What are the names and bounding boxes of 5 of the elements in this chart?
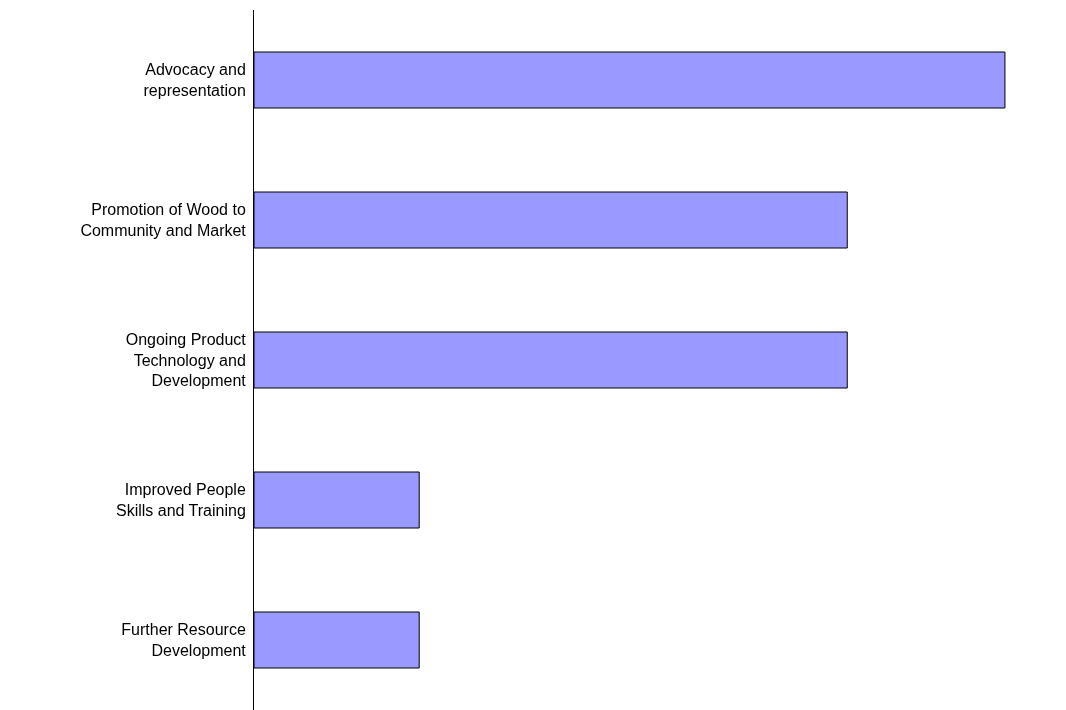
y-tick-label: Promotion of Wood to Community and Market [80, 201, 247, 239]
y-tick-label: Ongoing Product Technology and Development [125, 330, 247, 390]
y-tick-label: Further Resource Development [121, 621, 247, 659]
y-tick-label: Advocacy and representation [143, 61, 246, 99]
y-tick-label: Improved People Skills and Training [115, 481, 246, 519]
